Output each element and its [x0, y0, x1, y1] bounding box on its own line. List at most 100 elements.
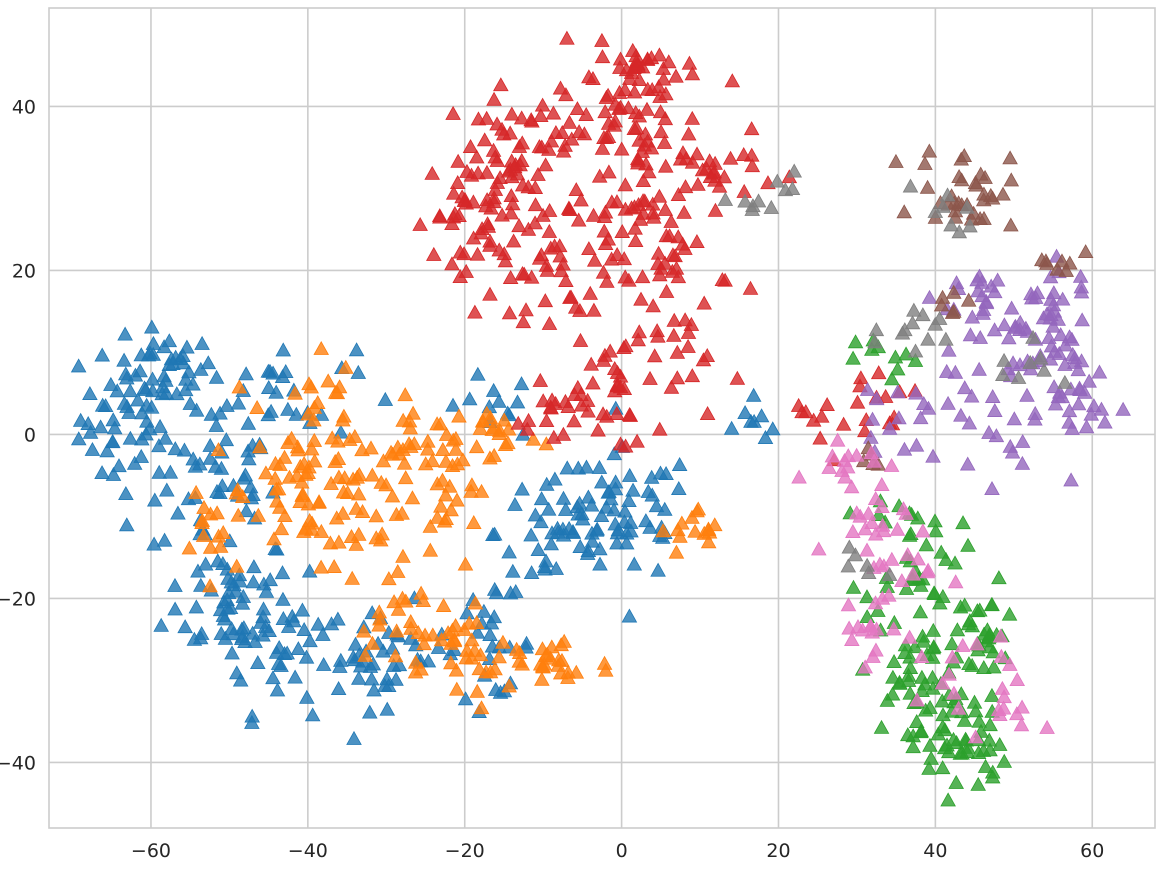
- triangle-point: [361, 704, 378, 719]
- triangle-point: [299, 689, 315, 704]
- triangle-point: [461, 391, 478, 406]
- triangle-point: [635, 173, 652, 188]
- x-tick-label: −60: [131, 840, 171, 862]
- triangle-point: [488, 585, 505, 600]
- triangle-point: [945, 284, 962, 299]
- triangle-point: [335, 505, 351, 520]
- triangle-point: [350, 364, 367, 379]
- triangle-point: [658, 283, 675, 298]
- triangle-point: [617, 503, 633, 518]
- triangle-point: [167, 441, 184, 456]
- triangle-point: [152, 418, 168, 433]
- triangle-point: [223, 574, 240, 589]
- triangle-point: [476, 132, 493, 147]
- triangle-point: [570, 212, 587, 227]
- triangle-point: [611, 84, 628, 99]
- triangle-point: [978, 293, 995, 308]
- triangle-point: [1036, 362, 1052, 377]
- triangle-point: [594, 32, 610, 47]
- triangle-point: [352, 658, 369, 673]
- triangle-point: [569, 101, 586, 116]
- triangle-point: [870, 602, 886, 617]
- triangle-point: [275, 591, 291, 606]
- triangle-point: [232, 672, 249, 687]
- triangle-point: [585, 375, 601, 390]
- triangle-point: [181, 540, 198, 555]
- triangle-point: [672, 528, 688, 543]
- triangle-point: [187, 458, 204, 473]
- triangle-point: [985, 644, 1002, 659]
- triangle-point: [743, 121, 760, 136]
- triangle-point: [1078, 419, 1095, 434]
- triangle-point: [432, 209, 448, 224]
- triangle-point: [975, 742, 992, 757]
- triangle-point: [1063, 472, 1079, 487]
- triangle-point: [626, 84, 643, 99]
- triangle-point: [648, 498, 665, 513]
- triangle-point: [568, 664, 585, 679]
- y-tick-label: −20: [0, 588, 36, 610]
- triangle-point: [218, 432, 235, 447]
- triangle-point: [578, 459, 595, 474]
- triangle-point: [962, 327, 979, 342]
- triangle-point: [639, 101, 655, 116]
- series-0: [70, 319, 781, 745]
- x-tick-label: 20: [766, 840, 790, 862]
- triangle-point: [910, 551, 926, 566]
- triangle-point: [445, 397, 461, 412]
- triangle-point: [745, 387, 762, 402]
- triangle-point: [645, 209, 662, 224]
- triangle-point: [606, 383, 623, 398]
- triangle-point: [594, 49, 611, 64]
- triangle-point: [630, 155, 646, 170]
- triangle-point: [1073, 279, 1090, 294]
- triangle-point: [597, 104, 613, 119]
- triangle-point: [824, 448, 841, 463]
- triangle-point: [451, 408, 467, 423]
- triangle-point: [247, 633, 263, 648]
- triangle-point: [873, 719, 890, 734]
- triangle-point: [934, 675, 951, 690]
- triangle-point: [950, 195, 967, 210]
- triangle-point: [930, 726, 947, 741]
- triangle-point: [449, 492, 465, 507]
- triangle-point: [621, 608, 638, 623]
- triangle-point: [277, 508, 293, 523]
- triangle-point: [365, 656, 382, 671]
- triangle-point: [304, 707, 321, 722]
- triangle-point: [422, 518, 439, 533]
- triangle-point: [1045, 318, 1061, 333]
- triangle-point: [845, 523, 861, 538]
- triangle-point: [566, 386, 583, 401]
- triangle-point: [984, 596, 1000, 611]
- triangle-point: [609, 535, 625, 550]
- triangle-point: [644, 196, 661, 211]
- triangle-point: [848, 447, 865, 462]
- triangle-point: [634, 143, 651, 158]
- triangle-point: [445, 185, 462, 200]
- triangle-point: [593, 508, 610, 523]
- triangle-point: [963, 388, 980, 403]
- triangle-point: [514, 481, 530, 496]
- triangle-point: [132, 363, 148, 378]
- triangle-point: [495, 634, 511, 649]
- plot-frame: [48, 7, 1156, 829]
- triangle-point: [968, 177, 984, 192]
- triangle-point: [501, 305, 518, 320]
- triangle-point: [468, 149, 485, 164]
- triangle-point: [444, 216, 460, 230]
- triangle-point: [996, 753, 1013, 768]
- triangle-point: [523, 527, 539, 542]
- triangle-point: [934, 760, 951, 775]
- triangle-point: [1009, 672, 1026, 687]
- triangle-point: [609, 405, 625, 420]
- triangle-point: [972, 329, 989, 344]
- triangle-point: [141, 421, 158, 436]
- triangle-point: [939, 187, 956, 202]
- triangle-point: [655, 60, 672, 75]
- triangle-point: [175, 355, 192, 370]
- triangle-point: [290, 442, 306, 457]
- triangle-point: [594, 140, 611, 155]
- triangle-point: [345, 471, 361, 486]
- triangle-point: [397, 470, 414, 485]
